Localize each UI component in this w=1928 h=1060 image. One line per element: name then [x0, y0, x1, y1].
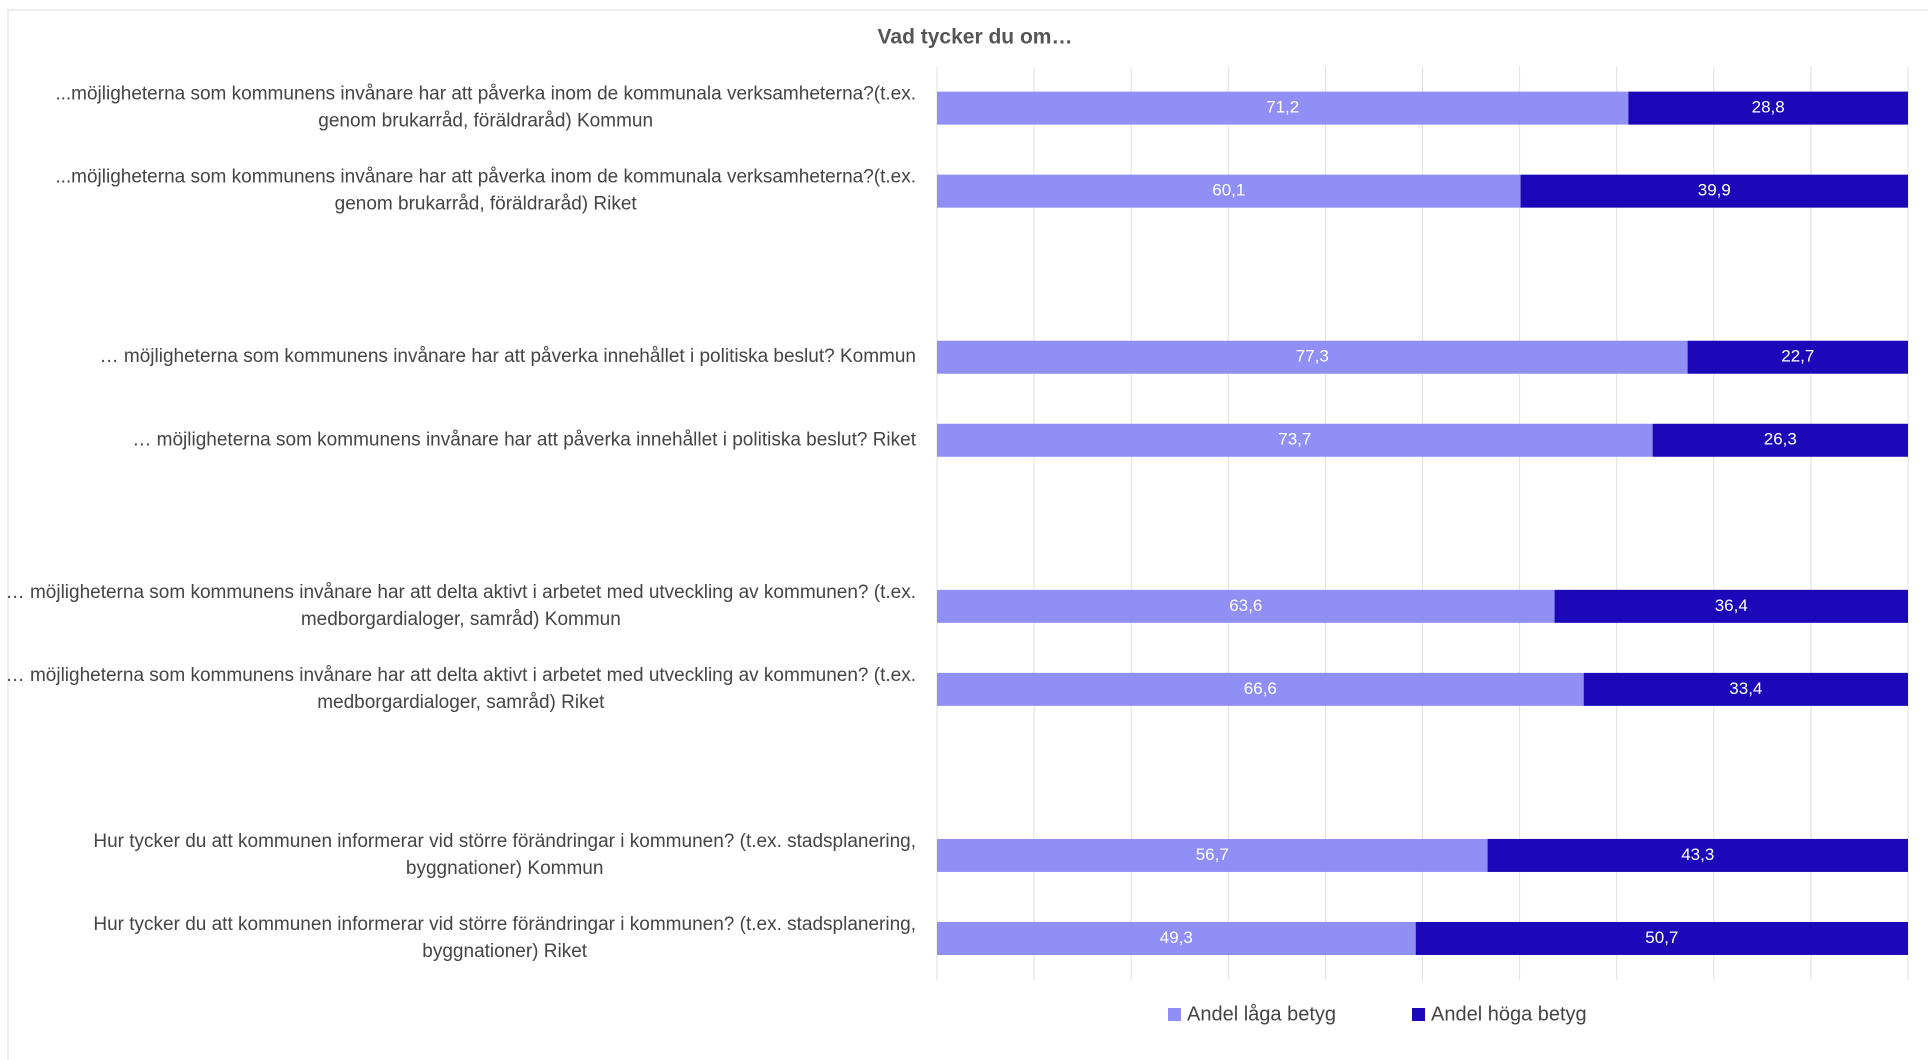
data-label: 50,7	[1645, 928, 1678, 947]
data-label: 36,4	[1715, 596, 1748, 615]
bar-segment	[937, 838, 1488, 872]
bar-segment	[1687, 340, 1908, 374]
y-tick-label: Hur tycker du att kommunen informerar vi…	[93, 914, 916, 962]
chart-title: Vad tycker du om…	[878, 26, 1073, 49]
data-label: 60,1	[1212, 181, 1245, 200]
y-tick-label: ...möjligheterna som kommunens invånare …	[55, 84, 916, 132]
legend-label: Andel höga betyg	[1431, 1003, 1587, 1025]
bar-segment	[1554, 589, 1908, 623]
bar-segment	[1415, 921, 1908, 955]
bar-segment	[1520, 174, 1908, 208]
bar-segment	[937, 174, 1521, 208]
data-label: 26,3	[1764, 430, 1797, 449]
bar-segment	[937, 589, 1555, 623]
bar-segment	[1487, 838, 1908, 872]
bar-segment	[1628, 91, 1908, 125]
legend-swatch	[1412, 1008, 1425, 1021]
bar-segment	[937, 423, 1653, 457]
data-label: 66,6	[1244, 679, 1277, 698]
y-tick-label: … möjligheterna som kommunens invånare h…	[100, 346, 916, 367]
y-tick-label: … möjligheterna som kommunens invånare h…	[132, 429, 916, 450]
data-label: 49,3	[1160, 928, 1193, 947]
data-label: 77,3	[1296, 347, 1329, 366]
data-label: 43,3	[1681, 845, 1714, 864]
data-label: 39,9	[1698, 181, 1731, 200]
y-tick-label: Hur tycker du att kommunen informerar vi…	[93, 831, 916, 879]
bar-segment	[937, 672, 1584, 706]
data-label: 73,7	[1278, 430, 1311, 449]
bar-segment	[937, 91, 1629, 125]
y-tick-label: … möjligheterna som kommunens invånare h…	[6, 582, 916, 630]
y-tick-label: … möjligheterna som kommunens invånare h…	[6, 665, 916, 713]
data-label: 33,4	[1729, 679, 1762, 698]
data-label: 63,6	[1229, 596, 1262, 615]
data-label: 71,2	[1266, 98, 1299, 117]
legend-label: Andel låga betyg	[1187, 1003, 1336, 1025]
bar-segment	[1652, 423, 1908, 457]
y-tick-label: ...möjligheterna som kommunens invånare …	[55, 167, 916, 215]
legend-swatch	[1168, 1008, 1181, 1021]
bar-segment	[1583, 672, 1908, 706]
data-label: 22,7	[1781, 347, 1814, 366]
data-label: 28,8	[1752, 98, 1785, 117]
bar-segment	[937, 340, 1688, 374]
data-label: 56,7	[1196, 845, 1229, 864]
bar-segment	[937, 921, 1416, 955]
